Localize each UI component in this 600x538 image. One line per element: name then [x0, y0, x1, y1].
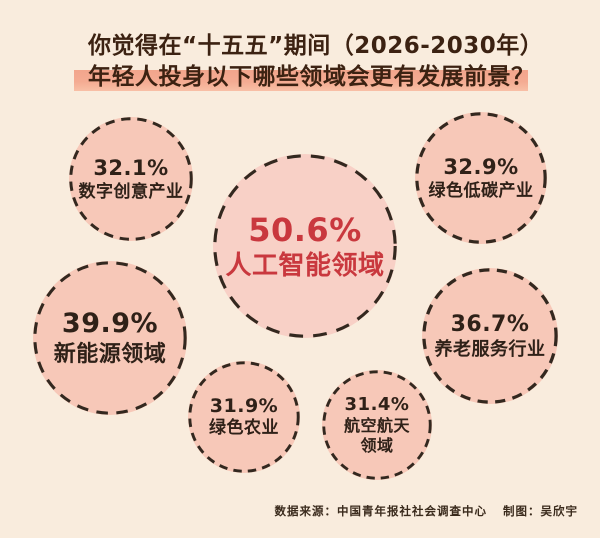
- bubble-green-agriculture: 31.9% 绿色农业: [188, 361, 300, 473]
- bubble-label: 新能源领域: [53, 342, 167, 368]
- bubble-new-energy: 39.9% 新能源领域: [33, 261, 187, 415]
- bubble-green-low-carbon-industry: 32.9% 绿色低碳产业: [415, 112, 547, 244]
- bubble-digital-creative-industry: 32.1% 数字创意产业: [69, 117, 193, 241]
- bubble-value: 36.7%: [450, 312, 530, 337]
- bubble-value: 32.9%: [443, 155, 519, 180]
- bubble-label-line2: 领域: [360, 436, 394, 456]
- bubble-artificial-intelligence: 50.6% 人工智能领域: [213, 154, 397, 338]
- bubble-aerospace: 31.4% 航空航天 领域: [322, 370, 432, 480]
- bubble-value: 31.9%: [209, 394, 279, 417]
- bubble-label: 绿色低碳产业: [428, 180, 534, 201]
- bubble-label: 养老服务行业: [434, 338, 546, 360]
- bubble-value: 50.6%: [248, 210, 362, 249]
- title-highlight-band: [74, 70, 528, 91]
- poster-title-line1: 你觉得在“十五五”期间（2026-2030年）: [88, 33, 544, 59]
- chart-credit-text: 制图：吴欣宇: [503, 504, 578, 518]
- bubble-label: 数字创意产业: [78, 181, 184, 202]
- bubble-label-line1: 航空航天: [343, 416, 410, 436]
- footer-credits: 数据来源：中国青年报社社会调查中心 制图：吴欣宇: [275, 503, 579, 519]
- bubble-label: 人工智能领域: [225, 250, 385, 281]
- bubble-value: 32.1%: [93, 156, 169, 181]
- poster-title-line2: 年轻人投身以下哪些领域会更有发展前景？: [88, 64, 535, 90]
- bubble-value: 31.4%: [344, 393, 410, 415]
- bubble-value: 39.9%: [61, 308, 159, 340]
- bubble-label: 绿色农业: [209, 418, 279, 439]
- bubble-elderly-care-services: 36.7% 养老服务行业: [422, 268, 558, 404]
- data-source-text: 数据来源：中国青年报社社会调查中心: [274, 504, 487, 518]
